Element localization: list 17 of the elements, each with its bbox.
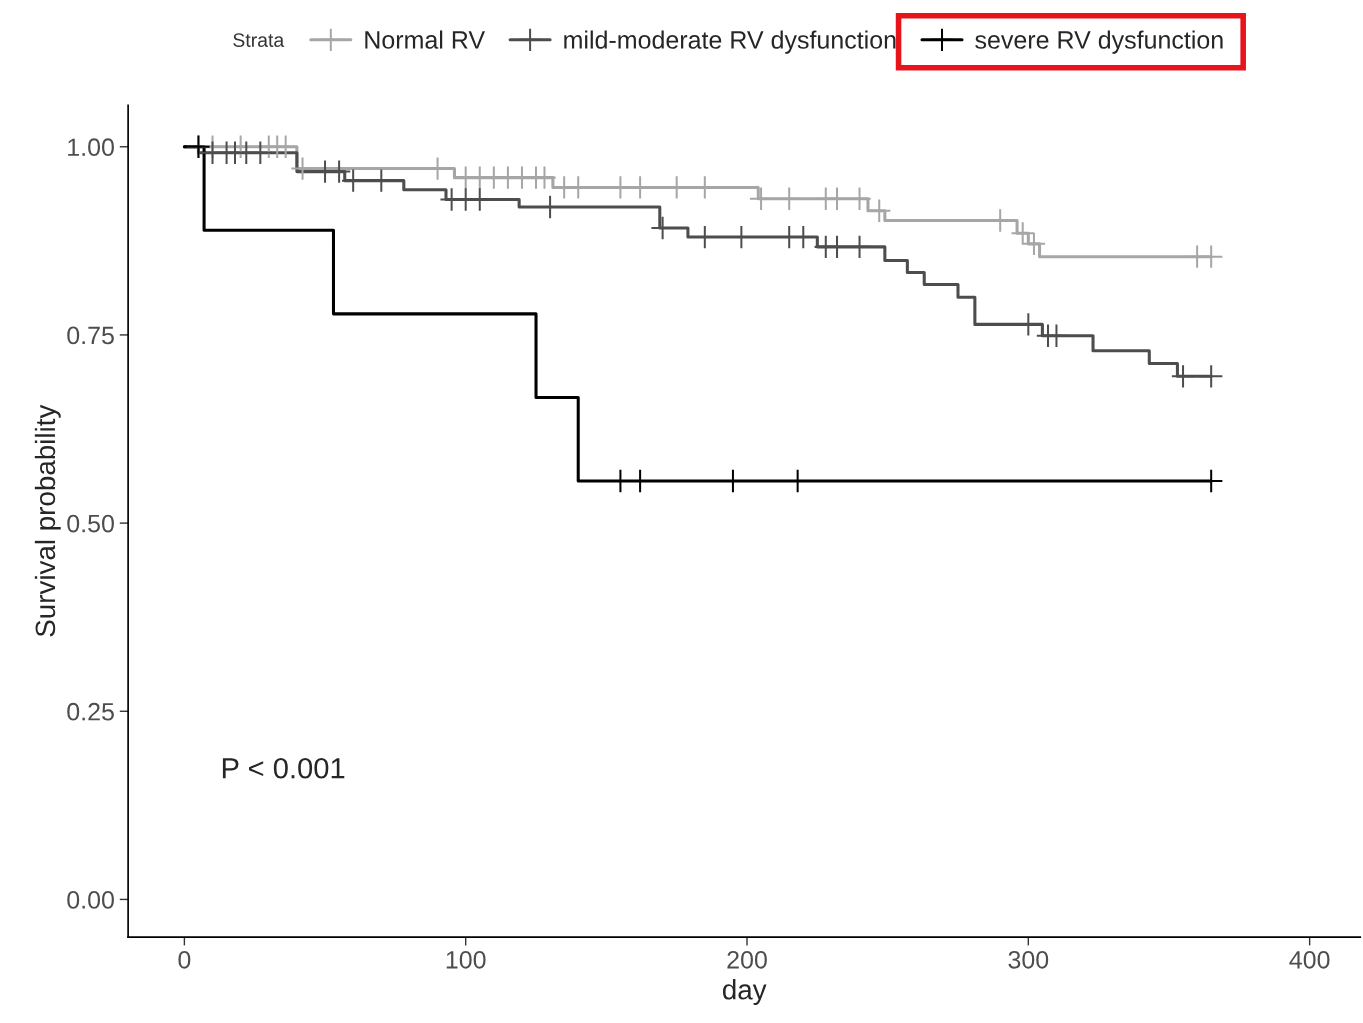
annotation: P < 0.001 (222, 757, 345, 779)
x-axis-title: day (722, 979, 767, 1006)
y-tick-label: 0.25 (67, 702, 114, 721)
x-tick-label: 400 (1289, 950, 1330, 969)
y-tick-label: 0.50 (67, 514, 114, 533)
x-tick-label: 0 (178, 950, 191, 969)
y-tick-label: 1.00 (68, 138, 114, 157)
y-tick-label: 0.75 (67, 326, 114, 345)
legend-label: mild-moderate RV dysfunction (564, 30, 896, 54)
y-tick-label: 0.00 (67, 891, 114, 909)
legend-label: severe RV dysfunction (975, 30, 1223, 54)
legend-label: Normal RV (365, 30, 485, 49)
legend-title: Strata (233, 33, 285, 47)
x-tick-label: 300 (1008, 950, 1049, 969)
y-axis-title: Survival probability (34, 404, 61, 637)
x-tick-label: 100 (446, 950, 486, 969)
x-tick-label: 200 (727, 950, 767, 969)
